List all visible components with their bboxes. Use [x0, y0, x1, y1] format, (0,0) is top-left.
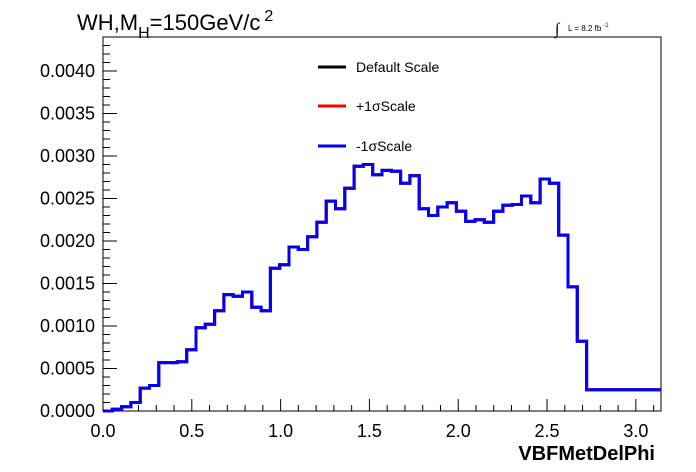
x-tick-label: 1.0 [268, 421, 293, 441]
series-group [103, 163, 661, 413]
y-tick-label: 0.0040 [40, 61, 95, 81]
y-tick-label: 0.0005 [40, 359, 95, 379]
y-tick-label: 0.0015 [40, 274, 95, 294]
title-subscript: H [138, 25, 150, 42]
y-axis: 0.0000 0.0005 0.0010 0.0015 0.0020 0.0025 0.00… [40, 36, 117, 421]
y-tick-label: 0.0010 [40, 316, 95, 336]
x-tick-label: 0.5 [179, 421, 204, 441]
x-tick-label: 0.0 [90, 421, 115, 441]
y-tick-label: 0.0020 [40, 231, 95, 251]
lumi-text: L = 8.2 fb [568, 24, 602, 33]
y-tick-label: 0.0025 [40, 189, 95, 209]
x-axis: 0.0 0.5 1.0 1.5 2.0 2.5 3.0 [90, 399, 655, 441]
x-tick-label: 2.5 [535, 421, 560, 441]
y-tick-label: 0.0035 [40, 104, 95, 124]
x-tick-label: 1.5 [357, 421, 382, 441]
legend-entry-label: Default Scale [356, 59, 439, 75]
title-superscript: 2 [264, 8, 273, 25]
title-rest: =150GeV/c [150, 10, 261, 35]
svg-text:L = 8.2 fb-1: L = 8.2 fb -1 [568, 23, 609, 33]
lumi-label: ∫ L = 8.2 fb -1 [554, 21, 609, 39]
y-tick-label: 0.0030 [40, 146, 95, 166]
legend: Default Scale +1σScale -1σScale [318, 59, 439, 154]
integral-sign: ∫ [554, 21, 561, 39]
legend-entry-label: +1σScale [356, 98, 416, 114]
svg-text:WH,MH=150GeV/c2: WH,MH=150GeV/c 2 [77, 8, 273, 42]
series-line-2 [103, 163, 661, 413]
x-tick-label: 3.0 [623, 421, 648, 441]
legend-entry-label: -1σScale [356, 138, 412, 154]
x-tick-label: 2.0 [446, 421, 471, 441]
lumi-superscript: -1 [603, 23, 609, 29]
title-main: WH,M [77, 10, 138, 35]
x-axis-label: VBFMetDelPhi [518, 443, 655, 465]
chart-title: WH,MH=150GeV/c 2 [77, 8, 273, 42]
y-tick-label: 0.0000 [40, 401, 95, 421]
